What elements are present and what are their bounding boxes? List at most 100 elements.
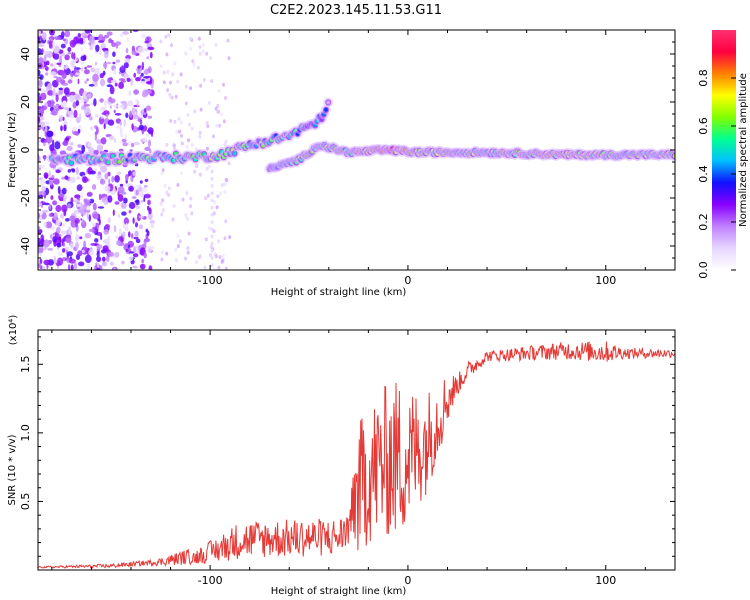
heatmap-cell (113, 138, 117, 143)
heatmap-cell (219, 191, 223, 196)
heatmap-cell (102, 245, 109, 252)
heatmap-cell (109, 98, 116, 104)
heatmap-cell (206, 193, 210, 198)
heatmap-cell (65, 235, 72, 243)
heatmap-cell (83, 198, 88, 203)
heatmap-cell (174, 94, 178, 99)
heatmap-cell (50, 111, 58, 116)
heatmap-cell (63, 87, 70, 95)
heatmap-cell (104, 99, 107, 108)
heatmap-cell (103, 123, 106, 130)
heatmap-cell (95, 113, 99, 118)
heatmap-cell (38, 262, 42, 269)
heatmap-cell (131, 50, 137, 56)
heatmap-cell (67, 109, 74, 117)
heatmap-cell (113, 68, 116, 76)
heatmap-cell (127, 101, 134, 107)
heatmap-cell (100, 78, 106, 87)
heatmap-cell (120, 100, 127, 104)
heatmap-cell (80, 67, 84, 72)
heatmap-cell (135, 222, 138, 228)
heatmap-cell (209, 253, 212, 258)
heatmap-cell (69, 160, 74, 165)
heatmap-cell (144, 185, 148, 188)
heatmap-cell (38, 194, 44, 198)
heatmap-cell (149, 220, 155, 224)
heatmap-cell (138, 215, 145, 219)
heatmap-cell (77, 33, 82, 38)
heatmap-cell (127, 141, 132, 146)
heatmap-cell (38, 201, 42, 208)
heatmap-cell (87, 142, 92, 148)
heatmap-cell (74, 93, 80, 102)
heatmap-cell (210, 213, 214, 217)
heatmap-cell (91, 222, 96, 228)
heatmap-cell (41, 32, 47, 41)
heatmap-cell (136, 68, 140, 72)
heatmap-cell (144, 178, 149, 182)
heatmap-cell (144, 108, 147, 113)
heatmap-cell (114, 201, 120, 205)
heatmap-cell (63, 124, 67, 132)
heatmap-cell (123, 72, 129, 79)
heatmap-cell (228, 235, 232, 240)
heatmap-cell (138, 192, 145, 198)
heatmap-cell (133, 246, 136, 253)
heatmap-cell (74, 218, 80, 224)
heatmap-cell (69, 91, 76, 96)
heatmap-cell (135, 199, 140, 206)
heatmap-cell (186, 112, 190, 117)
heatmap-cell (113, 225, 117, 233)
heatmap-cell (118, 78, 126, 81)
heatmap-cell (64, 137, 70, 142)
heatmap-cell (227, 161, 231, 166)
heatmap-cell (145, 81, 153, 85)
heatmap-cell (224, 219, 228, 224)
heatmap-cell (61, 72, 67, 79)
spectrogram-y-axis-label: Frequency (Hz) (7, 112, 18, 188)
heatmap-cell (103, 229, 110, 235)
heatmap-cell (148, 139, 151, 148)
heatmap-cell (224, 139, 228, 144)
heatmap-cell (47, 248, 54, 251)
heatmap-cell (121, 211, 127, 216)
y-tick-label: 0 (19, 147, 32, 154)
heatmap-cell (62, 140, 69, 146)
heatmap-cell (116, 43, 119, 49)
heatmap-cell (45, 125, 48, 132)
heatmap-cell (144, 40, 149, 44)
heatmap-cell (109, 85, 115, 95)
heatmap-cell (75, 100, 80, 107)
heatmap-cell (128, 90, 132, 96)
colorbar-gradient (712, 30, 736, 270)
heatmap-cell (111, 175, 115, 183)
heatmap-cell (84, 80, 88, 84)
heatmap-cell (100, 137, 107, 145)
heatmap-cell (61, 31, 65, 39)
heatmap-cell (141, 258, 145, 264)
heatmap-cell (54, 92, 61, 97)
chart-title: C2E2.2023.145.11.53.G11 (270, 3, 442, 18)
heatmap-cell (143, 196, 146, 202)
heatmap-cell (114, 113, 122, 116)
heatmap-cell (215, 123, 219, 128)
heatmap-cell (198, 134, 202, 139)
heatmap-cell (121, 260, 125, 265)
heatmap-cell (226, 38, 230, 43)
heatmap-cell (83, 240, 86, 249)
heatmap-cell (207, 164, 211, 169)
heatmap-cell (55, 204, 62, 213)
heatmap-cell (210, 198, 214, 203)
heatmap-cell (214, 42, 218, 47)
heatmap-cell (191, 59, 195, 64)
heatmap-cell (48, 203, 52, 210)
heatmap-cell (107, 171, 111, 177)
heatmap-cell (134, 188, 136, 197)
heatmap-cell (223, 190, 227, 194)
heatmap-cell (167, 33, 170, 38)
heatmap-cell (73, 109, 78, 118)
heatmap-cell (65, 218, 70, 222)
heatmap-cell (217, 109, 221, 114)
heatmap-cell (55, 76, 63, 83)
colorbar-ticks: 0.0 0.2 0.4 0.6 0.8 (697, 69, 736, 279)
